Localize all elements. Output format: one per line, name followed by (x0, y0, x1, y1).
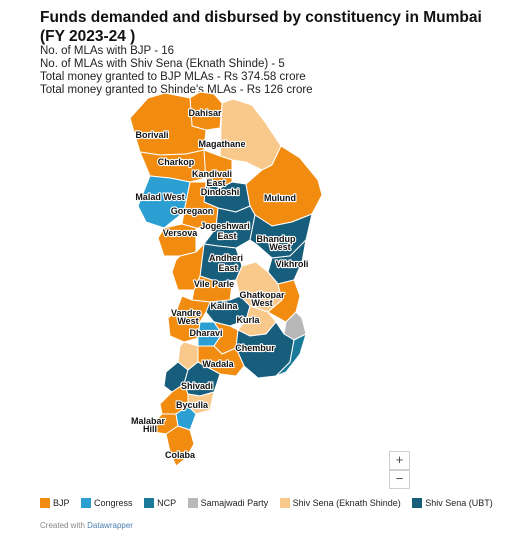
region-colaba[interactable] (165, 425, 195, 467)
legend-item-bjp[interactable]: BJP (40, 498, 70, 508)
legend-item-samajwadi-party[interactable]: Samajwadi Party (187, 498, 269, 508)
legend-swatch (40, 498, 50, 508)
label-shivadi: Shivadi (181, 381, 213, 391)
chart-title: Funds demanded and disbursed by constitu… (40, 9, 482, 45)
label-mulund: Mulund (264, 193, 296, 203)
legend-item-shiv-sena-ubt[interactable]: Shiv Sena (UBT) (412, 498, 493, 508)
legend-swatch (81, 498, 92, 508)
label-dindoshi: Dindoshi (201, 187, 240, 197)
credit-prefix: Created with (40, 521, 85, 530)
legend-item-congress[interactable]: Congress (81, 498, 133, 508)
label-magathane: Magathane (198, 139, 245, 149)
note-shinde-money: Total money granted to Shinde's MLAs - R… (40, 84, 313, 96)
legend: BJP Congress NCP Samajwadi Party Shiv Se… (40, 498, 502, 508)
region-malad-west[interactable] (137, 175, 191, 229)
label-kandivali-east: Kandivali East (192, 169, 232, 188)
legend-item-shiv-sena-shinde[interactable]: Shiv Sena (Eknath Shinde) (279, 498, 401, 508)
label-vandre-west: Vandre West (171, 308, 201, 326)
label-dharavi: Dharavi (189, 328, 222, 338)
legend-label: BJP (53, 498, 70, 508)
legend-item-ncp[interactable]: NCP (144, 498, 176, 508)
datawrapper-link[interactable]: Datawrapper (87, 521, 133, 530)
label-malad-west: Malad West (135, 192, 184, 202)
legend-label: NCP (157, 498, 177, 508)
label-ghatkopar-west: Ghatkopar West (239, 290, 285, 308)
zoom-out-button[interactable]: − (389, 470, 410, 489)
zoom-in-button[interactable]: + (389, 451, 410, 470)
legend-label: Congress (94, 498, 133, 508)
label-wadala: Wadala (202, 359, 234, 369)
label-jogeshwari-east: Jogeshwari East (200, 221, 250, 241)
label-charkop: Charkop (158, 157, 195, 167)
credit-line: Created with Datawrapper (40, 521, 133, 530)
label-versova: Versova (163, 228, 199, 238)
label-vile-parle: Vile Parle (194, 279, 234, 289)
region-anushakti-nagar[interactable] (275, 333, 307, 377)
label-malabar-hill: Malabar Hill (131, 416, 166, 434)
label-goregaon: Goregaon (171, 206, 214, 216)
label-kurla: Kurla (236, 315, 260, 325)
legend-label: Samajwadi Party (200, 498, 269, 508)
note-bjp-mlas: No. of MLAs with BJP - 16 (40, 45, 175, 57)
legend-swatch (144, 498, 155, 508)
label-dahisar: Dahisar (188, 108, 222, 118)
legend-swatch (187, 498, 198, 508)
note-bjp-money: Total money granted to BJP MLAs - Rs 374… (40, 71, 306, 83)
region-versova[interactable] (157, 223, 197, 257)
label-borivali: Borivali (135, 130, 168, 140)
label-colaba: Colaba (165, 450, 196, 460)
label-andheri-east: Andheri East (209, 253, 243, 273)
legend-swatch (412, 498, 423, 508)
note-shinde-mlas: No. of MLAs with Shiv Sena (Eknath Shind… (40, 58, 285, 70)
label-byculla: Byculla (176, 400, 209, 410)
label-chembur: Chembur (235, 343, 275, 353)
label-kalina: Kalina (210, 301, 238, 311)
notes: No. of MLAs with BJP - 16 No. of MLAs wi… (40, 45, 313, 97)
legend-swatch (279, 498, 290, 508)
label-bhandup-west: Bhandup West (257, 234, 296, 252)
legend-label: Shiv Sena (Eknath Shinde) (292, 498, 401, 508)
legend-label: Shiv Sena (UBT) (425, 498, 493, 508)
label-vikhroli: Vikhroli (276, 259, 309, 269)
